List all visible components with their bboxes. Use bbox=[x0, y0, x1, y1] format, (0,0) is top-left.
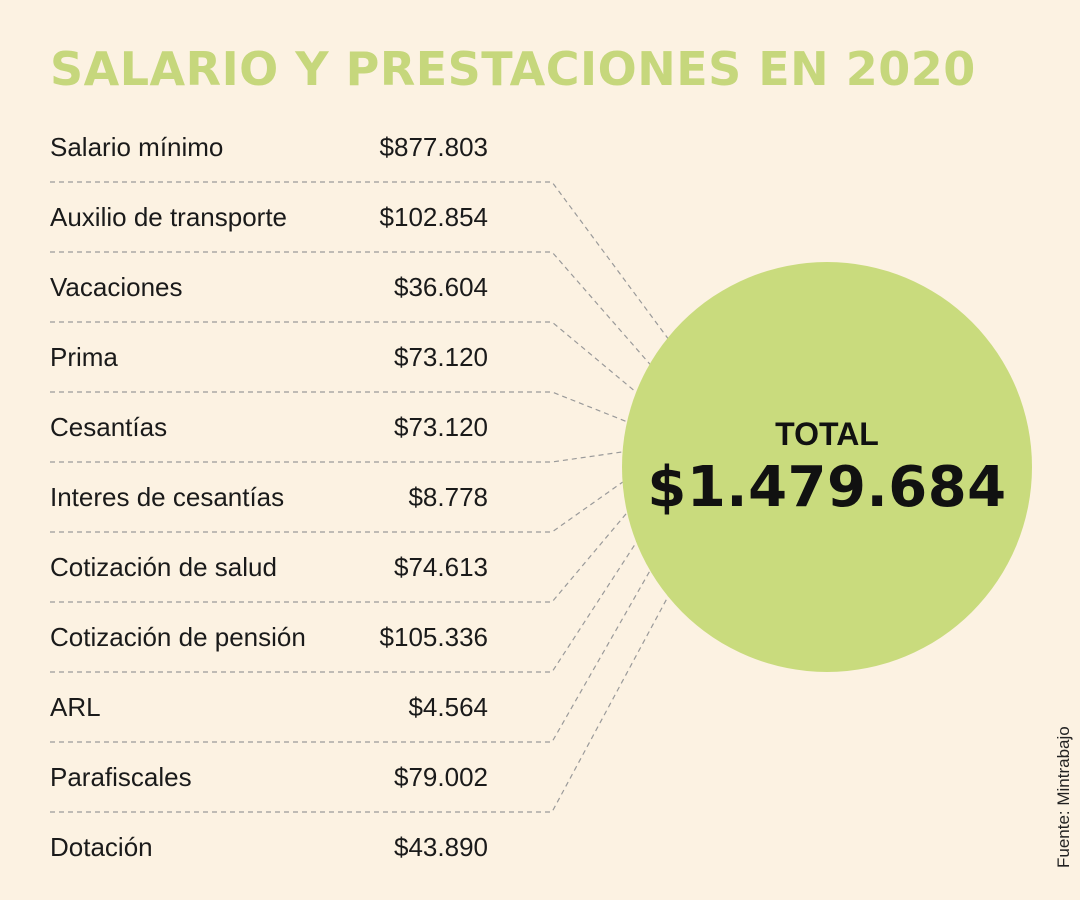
item-value: $102.854 bbox=[379, 202, 488, 232]
item-label: Cotización de salud bbox=[50, 552, 277, 582]
item-label: Parafiscales bbox=[50, 762, 192, 792]
item-value: $73.120 bbox=[394, 342, 488, 372]
item-value: $73.120 bbox=[394, 412, 488, 442]
connector-line bbox=[50, 540, 638, 673]
item-label: ARL bbox=[50, 692, 101, 722]
item-label: Auxilio de transporte bbox=[50, 202, 288, 232]
connector-line bbox=[50, 251, 653, 367]
item-label: Dotación bbox=[50, 832, 153, 862]
item-value: $36.604 bbox=[394, 272, 488, 302]
connector-line bbox=[50, 321, 638, 394]
item-value: $79.002 bbox=[394, 762, 488, 792]
item-label: Interes de cesantías bbox=[50, 482, 285, 512]
item-value: $43.890 bbox=[394, 832, 488, 862]
connector-line bbox=[50, 451, 623, 463]
item-label: Prima bbox=[50, 342, 118, 372]
connector-line bbox=[50, 181, 671, 342]
item-value: $877.803 bbox=[379, 132, 488, 162]
item-label: Cesantías bbox=[50, 412, 168, 442]
item-label: Salario mínimo bbox=[50, 132, 224, 162]
item-value: $74.613 bbox=[394, 552, 488, 582]
total-label: TOTAL bbox=[775, 416, 879, 452]
total-value: $1.479.684 bbox=[647, 455, 1007, 520]
item-label: Cotización de pensión bbox=[50, 622, 306, 652]
item-value: $4.564 bbox=[408, 692, 488, 722]
connector-line bbox=[50, 592, 671, 813]
item-label: Vacaciones bbox=[50, 272, 183, 302]
connector-line bbox=[50, 511, 629, 603]
item-value: $8.778 bbox=[408, 482, 488, 512]
connector-line bbox=[50, 481, 623, 533]
page-title: SALARIO Y PRESTACIONES EN 2020 bbox=[50, 42, 976, 96]
total-circle bbox=[622, 262, 1032, 672]
item-value: $105.336 bbox=[379, 622, 488, 652]
source-note: Fuente: Mintrabajo bbox=[1054, 726, 1073, 868]
connector-line bbox=[50, 567, 653, 743]
